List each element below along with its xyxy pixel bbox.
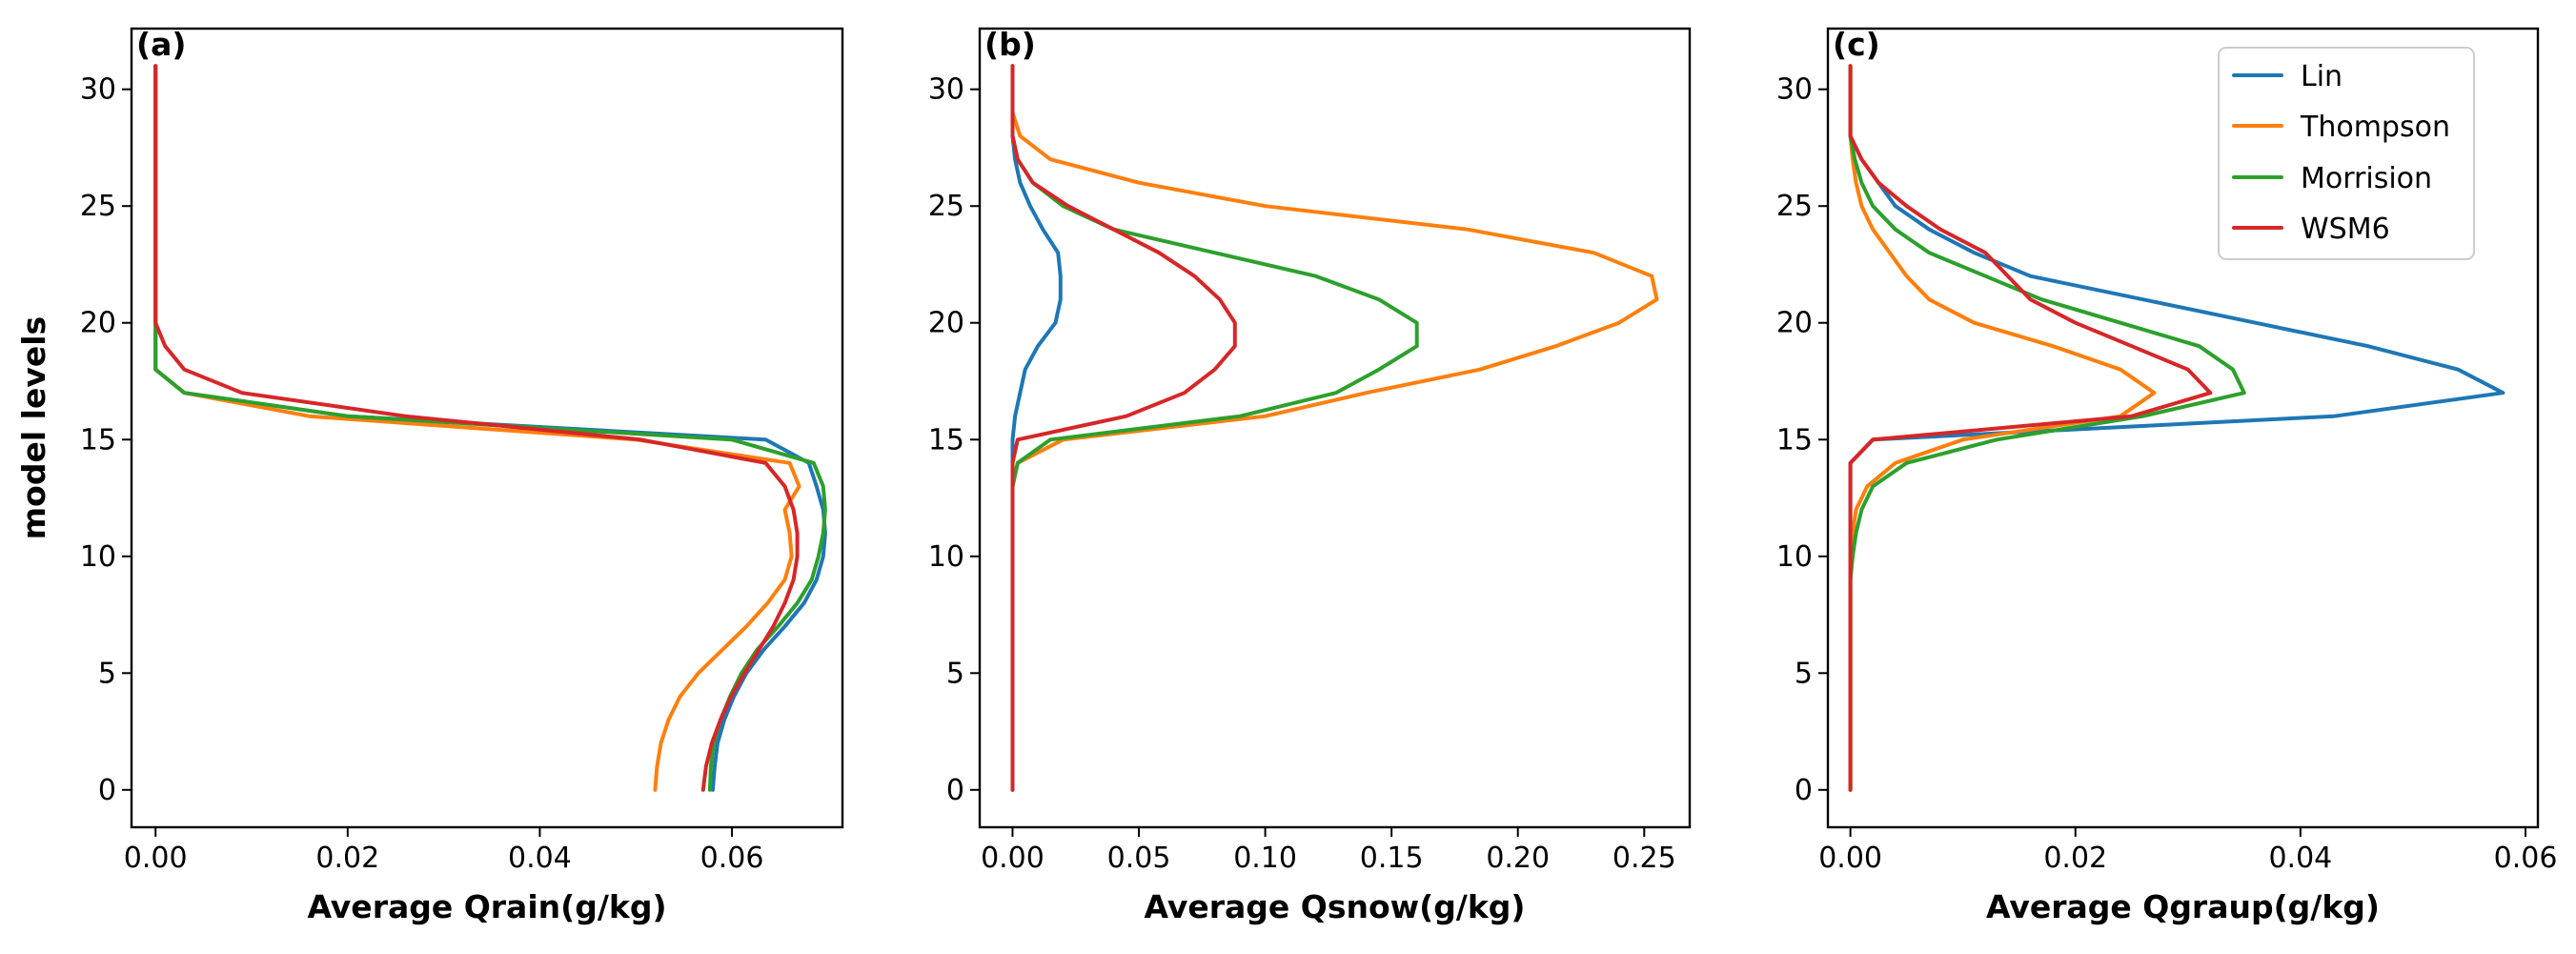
y-tick-label: 20 (1776, 307, 1813, 340)
y-tick-label: 30 (928, 73, 964, 107)
y-tick-label: 5 (98, 657, 116, 690)
y-tick-label: 10 (80, 540, 116, 574)
x-tick-label: 0.04 (508, 842, 572, 875)
y-tick-label: 15 (928, 423, 964, 457)
x-tick-label: 0.25 (1613, 842, 1676, 875)
x-tick-label: 0.20 (1486, 842, 1550, 875)
x-tick-label: 0.02 (315, 842, 379, 875)
y-tick-label: 0 (98, 774, 116, 807)
panel-a: 0.00 0.02 0.04 0.06 0 5 10 15 20 25 30 (a) Average… (15, 26, 844, 925)
y-tick-label: 30 (80, 73, 116, 107)
series-line-wsm6 (153, 64, 800, 792)
panel-label: (a) (136, 26, 186, 63)
legend-box (2218, 47, 2475, 260)
x-tick-label: 0.02 (2043, 842, 2107, 875)
y-tick-label: 25 (80, 190, 116, 223)
legend-label: Morrision (2301, 162, 2432, 195)
x-tick-label: 0.04 (2268, 842, 2332, 875)
y-tick-label: 5 (1795, 657, 1813, 690)
x-tick-label: 0.06 (700, 842, 764, 875)
x-tick-label: 0.00 (981, 842, 1045, 875)
x-tick-label: 0.06 (2494, 842, 2558, 875)
panel-label: (b) (984, 26, 1036, 63)
x-tick-label: 0.15 (1360, 842, 1424, 875)
panel-c: 0.00 0.02 0.04 0.06 0 5 10 15 20 25 30 (c) Average… (1776, 26, 2558, 925)
panel-label: (c) (1833, 26, 1880, 63)
series-line-lin (1010, 64, 1063, 792)
panel-b: 0.00 0.05 0.10 0.15 0.20 0.25 0 5 10 15 20 25 30 (b)… (928, 26, 1692, 925)
y-tick-label: 10 (928, 540, 964, 574)
y-tick-label: 15 (80, 423, 116, 457)
y-tick-label: 0 (1795, 774, 1813, 807)
legend: Lin Thompson Morrision WSM6 (2218, 47, 2475, 260)
legend-entry-lin: Lin (2232, 60, 2343, 93)
y-tick-label: 10 (1776, 540, 1813, 574)
y-tick-label: 20 (80, 307, 116, 340)
legend-entry-wsm6: WSM6 (2232, 213, 2390, 246)
y-tick-label: 5 (946, 657, 964, 690)
series-line-thompson (1010, 64, 1659, 792)
series-line-thompson (153, 64, 801, 792)
x-axis-label: Average Qsnow(g/kg) (1144, 888, 1525, 925)
y-tick-label: 25 (1776, 190, 1813, 223)
y-tick-label: 0 (946, 774, 964, 807)
x-tick-label: 0.00 (124, 842, 188, 875)
legend-label: Thompson (2300, 111, 2450, 144)
y-axis-label: model levels (15, 316, 52, 539)
legend-label: WSM6 (2301, 213, 2390, 246)
y-tick-label: 25 (928, 190, 964, 223)
y-tick-label: 30 (1776, 73, 1813, 107)
legend-entry-thompson: Thompson (2232, 111, 2450, 144)
x-axis-label: Average Qrain(g/kg) (307, 888, 666, 925)
legend-label: Lin (2301, 60, 2343, 93)
series-line-wsm6 (1010, 64, 1237, 792)
y-tick-label: 20 (928, 307, 964, 340)
legend-entry-morrison: Morrision (2232, 162, 2432, 195)
x-tick-label: 0.00 (1818, 842, 1882, 875)
x-tick-label: 0.10 (1233, 842, 1297, 875)
plot-frame (130, 27, 844, 829)
plot-frame (1826, 27, 2540, 829)
x-tick-label: 0.05 (1107, 842, 1171, 875)
series-line-wsm6 (1848, 64, 2213, 792)
plot-frame (978, 27, 1692, 829)
y-tick-label: 15 (1776, 423, 1813, 457)
x-axis-label: Average Qgraup(g/kg) (1986, 888, 2380, 925)
